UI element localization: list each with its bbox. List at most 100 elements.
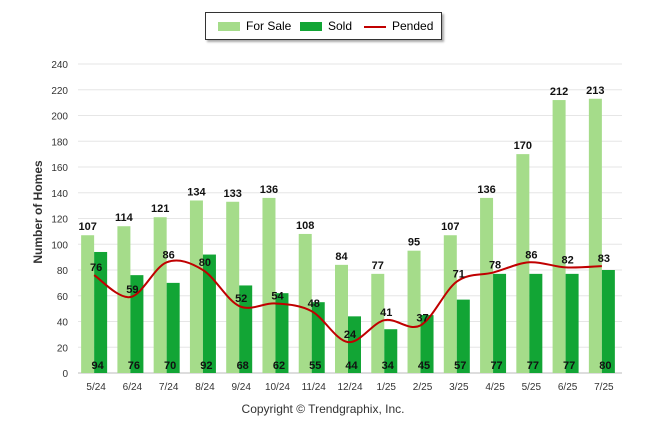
y-tick-label: 220: [51, 86, 68, 97]
legend: For Sale Sold Pended: [205, 12, 442, 40]
data-label-pended: 86: [163, 249, 175, 261]
legend-swatch-for-sale: [218, 22, 240, 32]
bar-sold: [166, 282, 180, 373]
data-label-pended: 24: [344, 329, 357, 341]
y-tick-label: 80: [57, 266, 69, 277]
x-tick-label: 5/25: [522, 382, 542, 393]
y-tick-label: 160: [51, 163, 68, 174]
x-tick-label: 1/25: [377, 382, 397, 393]
bar-sold: [420, 315, 434, 373]
x-tick-label: 8/24: [195, 382, 215, 393]
data-label-sold: 44: [345, 360, 358, 372]
data-label-sold: 68: [237, 360, 249, 372]
data-label-sold: 45: [418, 360, 430, 372]
y-tick-label: 200: [51, 112, 68, 123]
data-label-sold: 77: [563, 360, 575, 372]
data-label-sold: 80: [599, 360, 611, 372]
legend-item-for-sale: For Sale: [218, 19, 291, 33]
data-label-for-sale: 136: [260, 184, 278, 196]
data-label-sold: 70: [164, 360, 176, 372]
bar-for-sale: [117, 226, 131, 373]
data-label-sold: 77: [527, 360, 539, 372]
x-tick-label: 7/25: [594, 382, 614, 393]
x-tick-label: 6/25: [558, 382, 578, 393]
data-label-sold: 77: [490, 360, 502, 372]
y-tick-label: 240: [51, 60, 68, 71]
data-label-pended: 76: [90, 262, 102, 274]
bar-sold: [565, 273, 579, 373]
label-layer: 107 94 114 76 121 70 134 92 133 68 136 62 108 55 84 44 7…: [78, 85, 611, 372]
bar-sold: [275, 293, 289, 373]
legend-item-sold: Sold: [300, 19, 352, 33]
y-tick-label: 40: [57, 318, 69, 329]
data-label-for-sale: 95: [408, 237, 420, 249]
data-label-sold: 76: [128, 360, 140, 372]
bar-for-sale: [262, 197, 276, 373]
x-tick-label: 11/24: [302, 382, 327, 393]
data-label-sold: 55: [309, 360, 321, 372]
data-label-pended: 48: [308, 298, 320, 310]
bar-sold: [493, 273, 507, 373]
bar-sold: [601, 270, 615, 373]
y-tick-label: 180: [51, 137, 68, 148]
bar-for-sale: [153, 217, 167, 373]
x-tick-label: 5/24: [86, 382, 106, 393]
data-label-sold: 94: [92, 360, 105, 372]
data-label-pended: 59: [126, 284, 138, 296]
bar-sold: [348, 316, 361, 373]
data-label-for-sale: 114: [115, 212, 134, 224]
data-label-for-sale: 77: [372, 260, 384, 272]
data-label-for-sale: 108: [296, 220, 314, 232]
bar-for-sale: [588, 98, 602, 373]
bar-for-sale: [552, 100, 566, 374]
bar-for-sale: [189, 200, 203, 373]
bar-for-sale: [480, 197, 494, 373]
data-label-for-sale: 107: [441, 221, 459, 233]
data-label-for-sale: 212: [550, 86, 568, 98]
data-label-for-sale: 134: [187, 186, 206, 198]
data-label-pended: 80: [199, 257, 211, 269]
x-tick-label: 9/24: [231, 382, 251, 393]
y-tick-label: 0: [62, 369, 68, 380]
line-layer: [93, 259, 602, 344]
data-label-for-sale: 133: [224, 188, 242, 200]
data-label-for-sale: 170: [514, 140, 532, 152]
data-label-pended: 82: [561, 254, 573, 266]
data-label-pended: 83: [598, 253, 610, 265]
legend-swatch-sold: [300, 22, 322, 32]
y-tick-label: 140: [51, 189, 68, 200]
bar-sold: [202, 254, 216, 373]
bar-for-sale: [81, 235, 95, 373]
x-tick-label: 7/24: [159, 382, 179, 393]
bar-for-sale: [226, 201, 240, 373]
data-label-pended: 86: [525, 249, 537, 261]
data-label-sold: 62: [273, 360, 285, 372]
bar-sold: [130, 275, 144, 373]
bar-sold: [529, 273, 543, 373]
x-tick-label: 3/25: [449, 382, 469, 393]
data-label-for-sale: 213: [586, 85, 604, 97]
x-tick-label: 4/25: [485, 382, 505, 393]
x-tick-label: 12/24: [337, 382, 362, 393]
legend-item-pended: Pended: [364, 19, 433, 33]
legend-label-pended: Pended: [392, 19, 434, 33]
bar-for-sale: [298, 233, 312, 373]
bar-for-sale: [407, 250, 421, 373]
data-label-for-sale: 136: [477, 184, 495, 196]
y-axis-label: Number of Homes: [31, 160, 45, 264]
x-tick-label: 6/24: [123, 382, 143, 393]
data-label-pended: 71: [453, 269, 465, 281]
copyright-footer: Copyright © Trendgraphix, Inc.: [241, 402, 405, 416]
x-tick-label: 2/25: [413, 382, 433, 393]
data-label-pended: 78: [489, 260, 501, 272]
bar-for-sale: [335, 264, 348, 373]
data-label-sold: 34: [382, 360, 395, 372]
data-label-for-sale: 107: [78, 221, 96, 233]
data-label-pended: 41: [380, 307, 392, 319]
legend-label-sold: Sold: [328, 19, 353, 33]
y-tick-label: 100: [51, 240, 68, 251]
y-tick-label: 20: [57, 343, 69, 354]
legend-label-for-sale: For Sale: [246, 19, 292, 33]
